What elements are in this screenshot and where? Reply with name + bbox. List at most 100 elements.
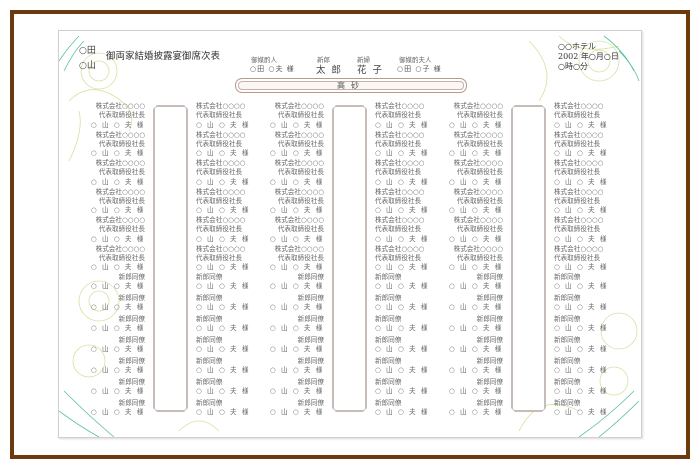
guest-title: 代表取締役社長 — [277, 168, 324, 177]
guest-entry: 新郎同僚 ○ 山 ○ 夫 様 — [445, 294, 503, 315]
matchmaker-label: 御媒酌人 — [251, 56, 277, 64]
guest-entry: 株式会社○○○○ 代表取締役社長 ○ 山 ○ 夫 様 — [375, 188, 437, 217]
guest-title: 代表取締役社長 — [375, 196, 422, 205]
guest-relation: 新郎同僚 — [554, 273, 581, 281]
guest-entry: 株式会社○○○○ 代表取締役社長 ○ 山 ○ 夫 様 — [445, 159, 503, 188]
guest-name: ○ 山 ○ 夫 様 — [448, 177, 503, 186]
page-title: 御両家結婚披露宴御席次表 — [106, 51, 221, 62]
guest-name: ○ 山 ○ 夫 様 — [554, 366, 609, 375]
guest-name: ○ 山 ○ 夫 様 — [90, 345, 145, 354]
guest-entry: 新郎同僚 ○ 山 ○ 夫 様 — [445, 378, 503, 399]
guest-relation: 新郎同僚 — [297, 273, 324, 281]
guest-relation: 新郎同僚 — [476, 357, 503, 365]
guest-name: ○ 山 ○ 夫 様 — [90, 177, 145, 186]
guest-name: ○ 山 ○ 夫 様 — [448, 303, 503, 312]
guest-relation: 新郎同僚 — [476, 336, 503, 344]
guest-name: ○ 山 ○ 夫 様 — [375, 149, 430, 158]
guest-name: ○ 山 ○ 夫 様 — [375, 263, 430, 272]
guest-company: 株式会社○○○○ — [554, 130, 604, 139]
guest-company: 株式会社○○○○ — [375, 130, 425, 139]
guest-name: ○ 山 ○ 夫 様 — [196, 234, 251, 243]
guest-relation: 新郎同僚 — [118, 399, 145, 407]
guest-name: ○ 山 ○ 夫 様 — [90, 206, 145, 215]
guest-title: 代表取締役社長 — [277, 253, 324, 262]
guest-entry: 新郎同僚 ○ 山 ○ 夫 様 — [266, 357, 324, 378]
guest-title: 代表取締役社長 — [456, 225, 503, 234]
guest-title: 代表取締役社長 — [375, 111, 422, 120]
guest-company: 株式会社○○○○ — [554, 244, 604, 253]
guest-entry: 株式会社○○○○ 代表取締役社長 ○ 山 ○ 夫 様 — [266, 159, 324, 188]
guest-name: ○ 山 ○ 夫 様 — [90, 263, 145, 272]
guest-name: ○ 山 ○ 夫 様 — [554, 120, 609, 129]
guest-title: 代表取締役社長 — [277, 196, 324, 205]
guest-entry: 新郎同僚 ○ 山 ○ 夫 様 — [554, 357, 616, 378]
guest-name: ○ 山 ○ 夫 様 — [196, 206, 251, 215]
guest-company: 株式会社○○○○ — [375, 216, 425, 224]
guest-name: ○ 山 ○ 夫 様 — [554, 303, 609, 312]
head-table-banner: 高砂 — [235, 78, 467, 93]
guest-company: 株式会社○○○○ — [95, 130, 145, 139]
guest-name: ○ 山 ○ 夫 様 — [375, 408, 430, 417]
guest-relation: 新郎同僚 — [554, 378, 581, 386]
guest-name: ○ 山 ○ 夫 様 — [554, 234, 609, 243]
groom-name: 太郎 — [316, 65, 348, 76]
guest-entry: 新郎同僚 ○ 山 ○ 夫 様 — [196, 294, 258, 315]
guest-company: 株式会社○○○○ — [274, 159, 324, 167]
guest-name: ○ 山 ○ 夫 様 — [375, 366, 430, 375]
guest-entry: 株式会社○○○○ 代表取締役社長 ○ 山 ○ 夫 様 — [196, 102, 258, 131]
guest-relation: 新郎同僚 — [297, 294, 324, 302]
bride-label: 新婦 — [357, 56, 370, 64]
event-time: ○時○分 — [558, 62, 588, 71]
guest-name: ○ 山 ○ 夫 様 — [554, 408, 609, 417]
venue-name: ○○ホテル — [558, 42, 596, 51]
groom-label: 新郎 — [317, 56, 330, 64]
guest-entry: 新郎同僚 ○ 山 ○ 夫 様 — [375, 273, 437, 294]
guest-entry: 新郎同僚 ○ 山 ○ 夫 様 — [196, 399, 258, 420]
guest-company: 株式会社○○○○ — [453, 216, 503, 224]
guest-column-6: 株式会社○○○○ 代表取締役社長 ○ 山 ○ 夫 様株式会社○○○○ 代表取締役社長 ○… — [554, 102, 616, 420]
guest-company: 株式会社○○○○ — [375, 159, 425, 167]
guest-name: ○ 山 ○ 夫 様 — [554, 387, 609, 396]
guest-title: 代表取締役社長 — [456, 196, 503, 205]
guest-entry: 株式会社○○○○ 代表取締役社長 ○ 山 ○ 夫 様 — [445, 216, 503, 245]
guest-company: 株式会社○○○○ — [196, 130, 246, 139]
guest-column-5: 株式会社○○○○ 代表取締役社長 ○ 山 ○ 夫 様株式会社○○○○ 代表取締役社長 ○… — [445, 102, 503, 420]
guest-entry: 株式会社○○○○ 代表取締役社長 ○ 山 ○ 夫 様 — [266, 245, 324, 274]
guest-relation: 新郎同僚 — [118, 357, 145, 365]
guest-relation: 新郎同僚 — [297, 378, 324, 386]
guest-entry: 新郎同僚 ○ 山 ○ 夫 様 — [445, 273, 503, 294]
guest-title: 代表取締役社長 — [196, 253, 243, 262]
guest-table-2 — [332, 105, 367, 412]
guest-name: ○ 山 ○ 夫 様 — [375, 303, 430, 312]
guest-name: ○ 山 ○ 夫 様 — [269, 282, 324, 291]
guest-name: ○ 山 ○ 夫 様 — [554, 282, 609, 291]
guest-entry: 株式会社○○○○ 代表取締役社長 ○ 山 ○ 夫 様 — [196, 245, 258, 274]
guest-table-3 — [511, 105, 546, 412]
guest-name: ○ 山 ○ 夫 様 — [554, 345, 609, 354]
guest-entry: 株式会社○○○○ 代表取締役社長 ○ 山 ○ 夫 様 — [554, 188, 616, 217]
guest-entry: 新郎同僚 ○ 山 ○ 夫 様 — [196, 273, 258, 294]
guest-title: 代表取締役社長 — [554, 168, 601, 177]
head-table-label: 高砂 — [337, 81, 365, 90]
guest-entry: 株式会社○○○○ 代表取締役社長 ○ 山 ○ 夫 様 — [445, 188, 503, 217]
guest-title: 代表取締役社長 — [196, 225, 243, 234]
guest-title: 代表取締役社長 — [375, 225, 422, 234]
guest-entry: 株式会社○○○○ 代表取締役社長 ○ 山 ○ 夫 様 — [375, 131, 437, 160]
matchmaker-wife-label: 御媒酌夫人 — [399, 56, 432, 64]
guest-entry: 新郎同僚 ○ 山 ○ 夫 様 — [375, 336, 437, 357]
guest-name: ○ 山 ○ 夫 様 — [448, 234, 503, 243]
guest-company: 株式会社○○○○ — [274, 244, 324, 253]
guest-name: ○ 山 ○ 夫 様 — [196, 177, 251, 186]
guest-column-2: 株式会社○○○○ 代表取締役社長 ○ 山 ○ 夫 様株式会社○○○○ 代表取締役社長 ○… — [196, 102, 258, 420]
guest-relation: 新郎同僚 — [476, 273, 503, 281]
guest-company: 株式会社○○○○ — [95, 187, 145, 196]
guest-name: ○ 山 ○ 夫 様 — [269, 263, 324, 272]
guest-entry: 新郎同僚 ○ 山 ○ 夫 様 — [87, 294, 145, 315]
guest-entry: 株式会社○○○○ 代表取締役社長 ○ 山 ○ 夫 様 — [196, 159, 258, 188]
guest-relation: 新郎同僚 — [375, 357, 402, 365]
guest-name: ○ 山 ○ 夫 様 — [269, 120, 324, 129]
guest-name: ○ 山 ○ 夫 様 — [90, 324, 145, 333]
guest-relation: 新郎同僚 — [554, 315, 581, 323]
guest-name: ○ 山 ○ 夫 様 — [375, 234, 430, 243]
guest-relation: 新郎同僚 — [297, 315, 324, 323]
